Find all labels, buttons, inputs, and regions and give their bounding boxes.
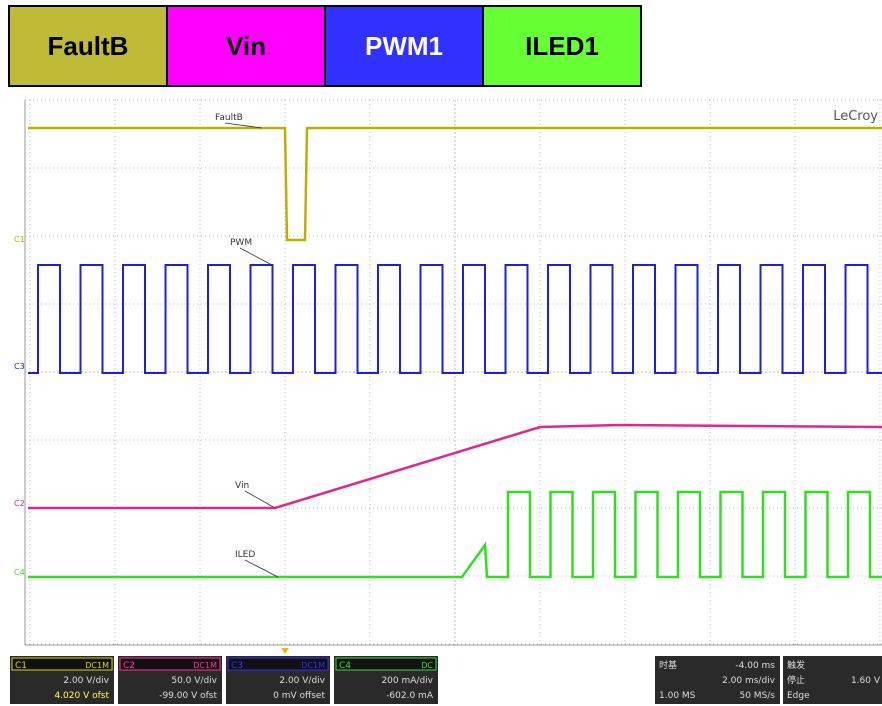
channel-scale: 50.0 V/div xyxy=(171,676,217,686)
channel-scale: 2.00 V/div xyxy=(63,676,109,686)
label-pointer xyxy=(239,247,273,266)
channel-offset: 0 mV offset xyxy=(273,691,325,701)
label-pointer xyxy=(244,490,276,509)
timebase-rate: 50 MS/s xyxy=(739,691,775,701)
channel-offset: -99.00 V ofst xyxy=(159,691,217,701)
channel-offset: -602.0 mA xyxy=(386,691,434,701)
channel-marker: C1 xyxy=(14,235,25,244)
channel-name: C4 xyxy=(339,661,351,671)
timebase-label: 时基 xyxy=(659,659,677,671)
channel-scale: 200 mA/div xyxy=(381,676,433,686)
channel-name: C2 xyxy=(123,661,135,671)
timebase-scale: 2.00 ms/div xyxy=(722,676,776,686)
legend-pwm1: PWM1 xyxy=(326,7,484,85)
trace-faultb xyxy=(28,126,882,242)
trace-label: PWM xyxy=(230,238,252,248)
legend-vin: Vin xyxy=(168,7,326,85)
channel-coupling: DC xyxy=(421,661,433,670)
trace-iled xyxy=(28,490,882,579)
trigger-state: 停止 xyxy=(787,674,805,686)
trigger-mode: Edge xyxy=(787,691,810,701)
channel-marker: C4 xyxy=(14,568,25,577)
timebase-panel xyxy=(655,656,780,704)
trigger-panel xyxy=(783,656,882,704)
trace-label: ILED xyxy=(235,550,255,560)
timebase-points: 1.00 MS xyxy=(659,691,696,701)
channel-name: C3 xyxy=(231,661,243,671)
channel-marker: C2 xyxy=(14,499,25,508)
channel-marker: C3 xyxy=(14,362,25,371)
channel-header xyxy=(227,657,329,671)
channel-header xyxy=(335,657,437,671)
channel-coupling: DC1M xyxy=(85,661,109,670)
channel-offset: 4.020 V ofst xyxy=(54,691,109,701)
trigger-marker xyxy=(281,648,289,654)
trace-label: Vin xyxy=(235,481,249,491)
channel-scale: 2.00 V/div xyxy=(279,676,325,686)
label-pointer xyxy=(224,122,263,129)
label-pointer xyxy=(244,559,279,578)
trigger-level: 1.60 V xyxy=(851,676,881,686)
channel-coupling: DC1M xyxy=(301,661,325,670)
channel-header xyxy=(119,657,221,671)
channel-name: C1 xyxy=(15,661,27,671)
channel-header xyxy=(11,657,113,671)
legend-faultb: FaultB xyxy=(10,7,168,85)
trigger-label: 触发 xyxy=(787,659,805,671)
timebase-delay: -4.00 ms xyxy=(735,661,775,671)
trace-pwm xyxy=(28,264,882,374)
trace-vin xyxy=(28,423,882,510)
brand: LeCroy xyxy=(833,109,878,124)
channel-coupling: DC1M xyxy=(193,661,217,670)
trace-label: FaultB xyxy=(215,113,243,123)
legend-iled1: ILED1 xyxy=(484,7,640,85)
legend: FaultB Vin PWM1 ILED1 xyxy=(8,5,642,87)
